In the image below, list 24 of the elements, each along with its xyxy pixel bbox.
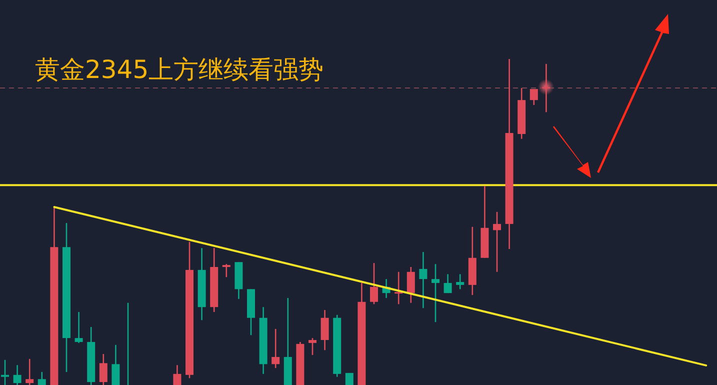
candlestick xyxy=(444,274,452,294)
candlestick xyxy=(13,364,22,385)
candlestick xyxy=(419,251,428,309)
candlestick xyxy=(406,266,415,304)
candlestick xyxy=(308,337,316,356)
candlestick xyxy=(99,353,108,385)
candlestick xyxy=(320,309,329,351)
candlestick xyxy=(432,263,440,323)
candlestick xyxy=(1,359,9,385)
candlestick xyxy=(493,211,501,273)
chart-title: 黄金2345上方继续看强势 xyxy=(35,55,324,84)
candlestick xyxy=(456,274,464,290)
candlestick xyxy=(542,63,550,113)
candlestick xyxy=(112,344,120,385)
candlestick xyxy=(26,358,34,385)
candlestick xyxy=(370,262,378,305)
candlestick xyxy=(272,328,280,369)
candlestick xyxy=(345,372,354,385)
candlestick xyxy=(222,263,230,278)
candlestick xyxy=(173,364,182,385)
candlestick xyxy=(74,311,83,344)
candlestick xyxy=(530,88,538,106)
candlestick xyxy=(394,271,403,305)
candlestick xyxy=(38,371,46,385)
